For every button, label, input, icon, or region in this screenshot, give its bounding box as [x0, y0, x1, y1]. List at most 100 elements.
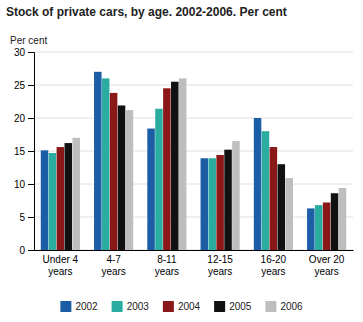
legend-label: 2004	[178, 301, 201, 312]
bar	[49, 153, 57, 250]
y-tick: 15	[14, 146, 34, 157]
bar	[216, 155, 224, 250]
y-tick-label: 20	[14, 113, 26, 124]
bar	[201, 158, 209, 250]
bar	[126, 110, 134, 250]
legend-label: 2003	[127, 301, 150, 312]
bar	[315, 205, 323, 250]
bar	[224, 150, 232, 250]
legend-swatch	[214, 301, 225, 312]
x-tick-label-line: years	[208, 266, 232, 277]
y-tick-label: 0	[19, 245, 25, 256]
y-tick-mark	[28, 184, 34, 185]
chart-container: Stock of private cars, by age. 2002-2006…	[0, 0, 363, 322]
bar-series	[57, 88, 331, 250]
chart-svg: Stock of private cars, by age. 2002-2006…	[0, 0, 363, 322]
y-tick-mark	[28, 85, 34, 86]
legend: 2002 2003 2004 2005 2006	[60, 301, 303, 312]
y-tick-mark	[28, 151, 34, 152]
legend-item: 2004	[163, 301, 201, 312]
bar	[72, 138, 80, 250]
bar-series	[49, 78, 323, 250]
x-tick: Under 4years	[43, 254, 79, 277]
legend-item: 2002	[60, 301, 98, 312]
title: Stock of private cars, by age. 2002-2006…	[6, 5, 287, 19]
bar	[323, 202, 331, 250]
legend-label: 2005	[229, 301, 252, 312]
x-tick: 16-20years	[261, 254, 287, 277]
x-tick-label-line: 4-7	[106, 254, 121, 265]
legend-swatch	[112, 301, 123, 312]
y-tick: 5	[19, 212, 34, 223]
y-tick: 0	[19, 245, 34, 256]
bar	[171, 82, 179, 250]
grid-line	[34, 184, 353, 185]
bar	[41, 150, 49, 250]
bar	[110, 93, 118, 250]
legend-swatch	[265, 301, 276, 312]
y-tick-mark	[28, 118, 34, 119]
legend-item: 2003	[112, 301, 150, 312]
x-tick-label: Under 4years	[43, 254, 79, 277]
bar-series	[72, 78, 346, 250]
bar	[339, 188, 347, 250]
bar	[155, 109, 163, 250]
bar	[232, 141, 240, 250]
y-tick-label: 10	[14, 179, 26, 190]
bar	[102, 78, 110, 250]
bar-series	[41, 72, 315, 250]
y-tick: 10	[14, 179, 34, 190]
y-axis-title: Per cent	[10, 35, 47, 46]
bars	[41, 72, 346, 250]
x-tick: 12-15years	[207, 254, 233, 277]
y-tick-label: 5	[19, 212, 25, 223]
y-tick: 20	[14, 113, 34, 124]
y-axis: 0 5 10 15 20 25 30	[14, 47, 35, 256]
x-tick-label-line: years	[314, 266, 338, 277]
grid-line	[34, 217, 353, 218]
x-tick-label: 8-11years	[155, 254, 179, 277]
y-tick-label: 25	[14, 80, 26, 91]
y-tick: 30	[14, 47, 34, 58]
bar	[285, 178, 293, 250]
bar	[307, 208, 315, 250]
x-tick-label: 4-7years	[101, 254, 125, 277]
bar	[94, 72, 102, 250]
grid-line	[34, 250, 353, 251]
bar	[278, 164, 286, 250]
bar	[147, 129, 155, 250]
grid-line	[34, 52, 353, 53]
bar-series	[65, 82, 339, 250]
bar	[65, 143, 73, 250]
x-tick-label-line: Under 4	[43, 254, 79, 265]
x-tick-label-line: years	[101, 266, 125, 277]
y-axis-line	[28, 53, 35, 251]
x-tick: Over 20years	[309, 254, 345, 277]
x-tick-label: 12-15years	[207, 254, 233, 277]
bar	[163, 88, 171, 250]
title-line: Stock of private cars, by age. 2002-2006…	[6, 5, 287, 19]
legend-item: 2005	[214, 301, 252, 312]
x-tick: 4-7years	[101, 254, 125, 277]
bar	[331, 193, 339, 250]
x-tick-label-line: years	[155, 266, 179, 277]
legend-label: 2006	[280, 301, 303, 312]
grid	[34, 52, 353, 250]
legend-label: 2002	[75, 301, 98, 312]
x-tick-label-line: years	[261, 266, 285, 277]
x-tick-label: Over 20years	[309, 254, 345, 277]
x-tick-label-line: years	[48, 266, 72, 277]
y-tick: 25	[14, 80, 34, 91]
y-tick-label: 30	[14, 47, 26, 58]
bar	[208, 158, 216, 250]
y-tick-mark	[28, 52, 34, 53]
legend-swatch	[60, 301, 71, 312]
legend-item: 2006	[265, 301, 303, 312]
legend-swatch	[163, 301, 174, 312]
grid-line	[34, 85, 353, 86]
grid-line	[34, 151, 353, 152]
bar	[118, 105, 126, 250]
x-tick: 8-11years	[155, 254, 179, 277]
y-tick-label: 15	[14, 146, 26, 157]
bar	[262, 131, 270, 250]
